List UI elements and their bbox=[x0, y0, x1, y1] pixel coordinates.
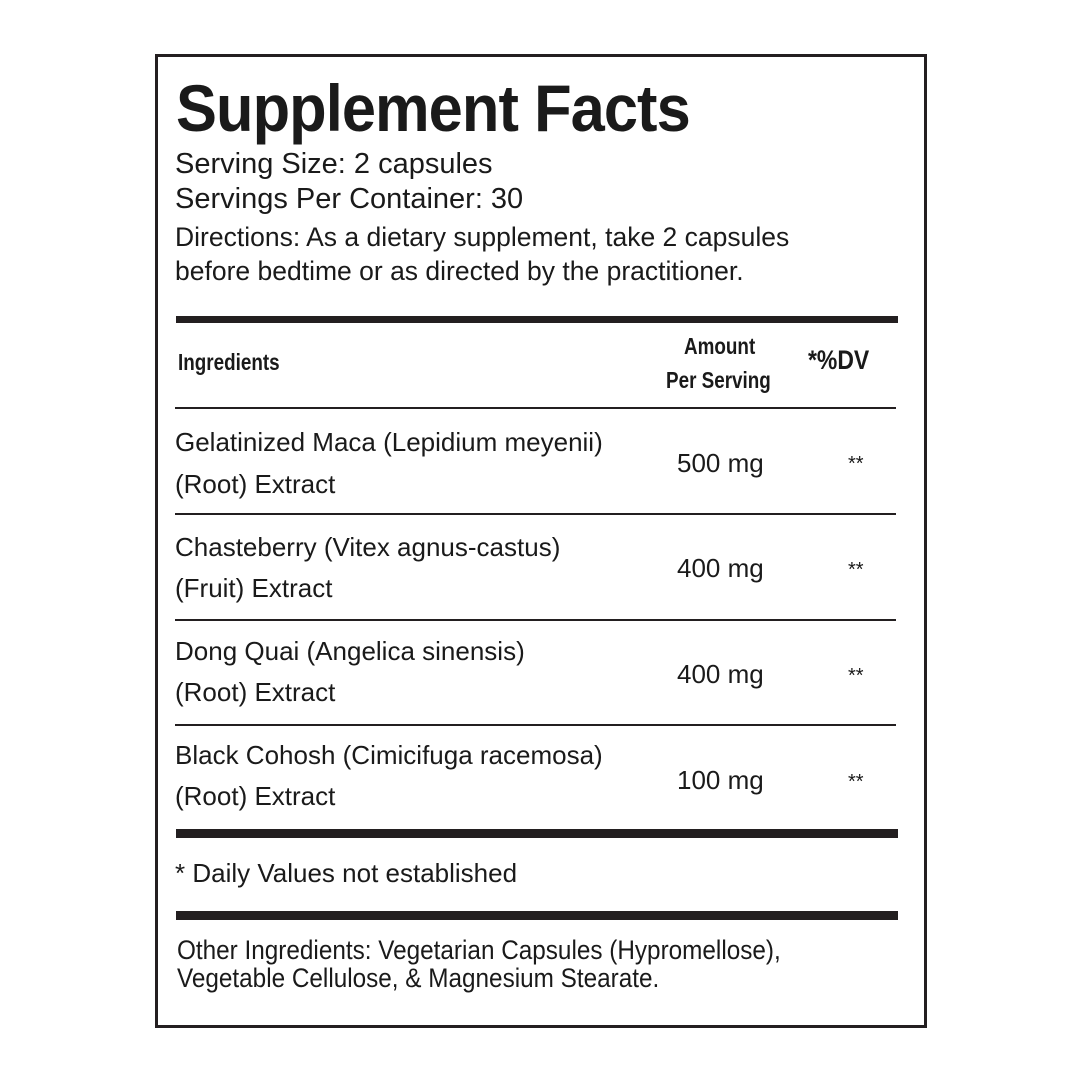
label-border bbox=[155, 54, 927, 1028]
header-per-serving: Per Serving bbox=[666, 367, 771, 393]
ingredient-part: (Root) Extract bbox=[175, 781, 336, 811]
header-dv: *%DV bbox=[808, 345, 870, 375]
ingredient-amount: 500 mg bbox=[677, 448, 764, 478]
thin-divider bbox=[175, 407, 896, 409]
thick-divider bbox=[176, 829, 898, 838]
ingredient-dv: ** bbox=[848, 771, 864, 793]
ingredient-part: (Fruit) Extract bbox=[175, 573, 333, 603]
ingredient-dv: ** bbox=[848, 665, 864, 687]
ingredient-name: Black Cohosh (Cimicifuga racemosa) bbox=[175, 740, 603, 770]
ingredient-name: Gelatinized Maca (Lepidium meyenii) bbox=[175, 427, 603, 457]
row-divider bbox=[175, 619, 896, 621]
ingredient-name: Chasteberry (Vitex agnus-castus) bbox=[175, 532, 561, 562]
ingredient-name: Dong Quai (Angelica sinensis) bbox=[175, 636, 525, 666]
servings-per-container: Servings Per Container: 30 bbox=[175, 183, 524, 215]
footnote: * Daily Values not established bbox=[175, 858, 518, 888]
ingredient-part: (Root) Extract bbox=[175, 469, 336, 499]
ingredient-dv: ** bbox=[848, 559, 864, 581]
ingredient-amount: 400 mg bbox=[677, 553, 764, 583]
header-amount: Amount bbox=[684, 333, 756, 359]
thick-divider bbox=[176, 911, 898, 920]
label-title: Supplement Facts bbox=[176, 71, 691, 145]
row-divider bbox=[175, 513, 896, 515]
ingredient-part: (Root) Extract bbox=[175, 677, 336, 707]
other-ingredients-line-2: Vegetable Cellulose, & Magnesium Stearat… bbox=[177, 963, 660, 993]
ingredient-amount: 400 mg bbox=[677, 659, 764, 689]
ingredient-amount: 100 mg bbox=[677, 765, 764, 795]
serving-size: Serving Size: 2 capsules bbox=[175, 148, 493, 180]
row-divider bbox=[175, 724, 896, 726]
directions-line-1: Directions: As a dietary supplement, tak… bbox=[175, 222, 790, 252]
ingredient-dv: ** bbox=[848, 453, 864, 475]
thick-divider bbox=[176, 316, 898, 323]
other-ingredients-line-1: Other Ingredients: Vegetarian Capsules (… bbox=[177, 935, 781, 965]
header-ingredients: Ingredients bbox=[178, 349, 280, 375]
directions-line-2: before bedtime or as directed by the pra… bbox=[175, 256, 744, 286]
